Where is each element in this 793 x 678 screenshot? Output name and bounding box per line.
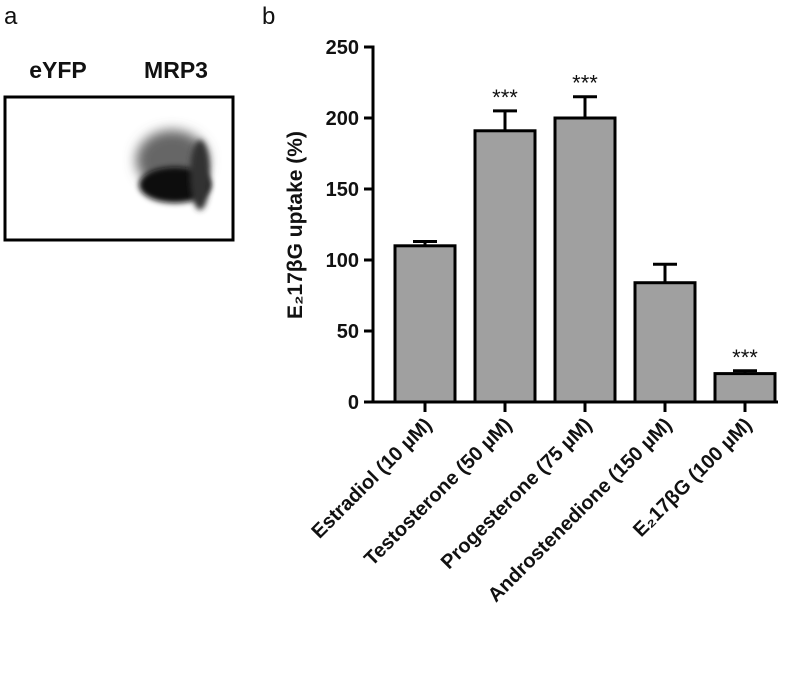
significance: *** [572, 71, 598, 96]
panel-label: a [4, 3, 18, 30]
bar [473, 129, 537, 404]
y-tick-label: 0 [348, 392, 359, 414]
x-tick-label: Testosterone (50 µM) [360, 414, 516, 570]
panel-label: b [262, 3, 275, 30]
bar [553, 116, 617, 404]
y-tick-label: 50 [337, 321, 359, 343]
x-tick-label: Progesterone (75 µM) [437, 414, 597, 574]
bar [633, 281, 697, 404]
y-tick-label: 100 [326, 250, 359, 272]
y-tick-label: 250 [326, 37, 359, 59]
y-axis-label: E₂17βG uptake (%) [284, 131, 307, 319]
bar [713, 372, 777, 404]
significance: *** [732, 345, 758, 370]
error-bar [493, 109, 517, 131]
y-tick-label: 150 [326, 179, 359, 201]
error-bar [653, 262, 677, 283]
bar [393, 244, 457, 404]
error-bar [573, 95, 597, 118]
blot [3, 95, 235, 242]
lane-label: MRP3 [144, 57, 208, 83]
y-tick-label: 200 [326, 108, 359, 130]
significance: *** [492, 85, 518, 110]
lane-label: eYFP [29, 57, 87, 83]
